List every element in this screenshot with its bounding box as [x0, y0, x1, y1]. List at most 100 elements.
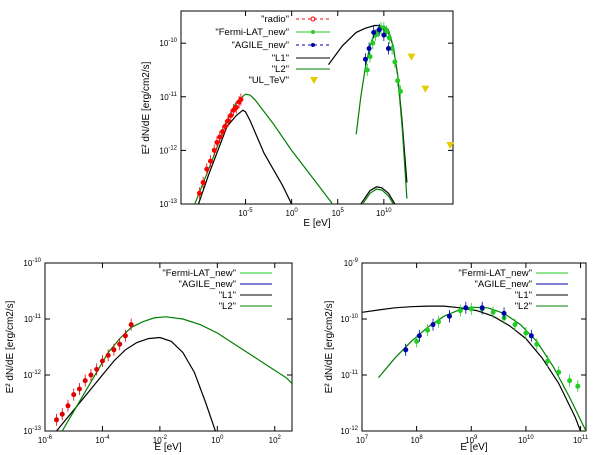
bl-series-radio-point-3: [71, 392, 77, 398]
bottom-right-legend: "Fermi-LAT_new" "AGILE_new" "L1" "L2": [458, 268, 568, 312]
top-series-ul-tev-marker-2: [446, 142, 455, 150]
top-series-radio-point-5: [214, 139, 220, 145]
top-y-axis-label: E² dN/dE [erg/cm2/s]: [141, 61, 152, 154]
top-series-agile-new-point-2: [371, 29, 377, 35]
br-ytick-label-2: 10-10: [340, 314, 358, 324]
top-legend: "radio" "Fermi-LAT_new" "AGILE_new" "L1"…: [215, 14, 330, 86]
top-ytick-label-3: 10-10: [159, 38, 177, 48]
bl-series-radio-point-13: [128, 322, 134, 328]
top-series-radio-point-4: [211, 147, 217, 153]
top-ytick-label-0: 10-13: [159, 199, 177, 209]
bl-series-radio-point-6: [88, 372, 94, 378]
top-series-agile-new-point-0: [362, 56, 368, 62]
top-series-radio-point-14: [238, 96, 244, 102]
bl-series-radio-point-1: [59, 411, 65, 417]
br-series-fermi-lat-new-point-16: [575, 383, 581, 389]
top-series-l1-low-bump-line: [360, 186, 396, 204]
legend-marker-fermi: [311, 30, 315, 34]
top-series-l2-high-energy-line: [355, 25, 408, 199]
bl-series-radio-point-8: [99, 358, 105, 364]
top-series-fermi-lat-new-point-1: [367, 54, 373, 60]
bl-ytick-label-0: 10-13: [23, 426, 41, 436]
top-series-radio-point-6: [217, 134, 223, 140]
top-xtick-label-2: 105: [332, 208, 345, 218]
top-series-radio-point-0: [196, 190, 202, 196]
bl-legend-entry-agile: "AGILE_new": [179, 279, 236, 290]
br-series-fermi-lat-new-point-15: [567, 378, 573, 384]
bl-series-radio-point-0: [53, 417, 59, 423]
bottom-left-plot-frame: [44, 262, 293, 432]
top-series-radio-point-1: [200, 180, 206, 186]
top-series-agile-new-point-1: [366, 46, 372, 52]
br-ytick-label-1: 10-11: [341, 370, 359, 380]
legend-marker-agile: [311, 43, 315, 47]
br-legend-entry-l2: "L2": [515, 301, 532, 312]
top-series-radio-point-3: [208, 158, 214, 164]
top-series-ul-tev-marker-0: [407, 53, 416, 61]
legend-marker-ul-tev: [310, 77, 318, 84]
br-series-agile-new-point-6: [501, 310, 507, 316]
br-series-fermi-lat-new-point-10: [512, 322, 518, 328]
top-x-axis-label: E [eV]: [303, 218, 330, 229]
br-series-agile-new-point-5: [479, 305, 485, 311]
bottom-right-x-axis-label: E [eV]: [460, 442, 487, 453]
top-series-fermi-lat-new-point-7: [384, 28, 390, 34]
br-series-fermi-lat-new-point-2: [425, 327, 431, 333]
top-ytick-label-1: 10-12: [159, 145, 177, 155]
bottom-right-plot-frame: [361, 262, 587, 432]
bottom-right-y-axis-label: E² dN/dE [erg/cm2/s]: [324, 300, 335, 393]
br-xtick-label-1: 108: [411, 435, 424, 445]
bl-xtick-label-3: 100: [211, 435, 224, 445]
bottom-left-legend: "Fermi-LAT_new" "AGILE_new" "L1" "L2": [162, 268, 272, 312]
top-series-fermi-lat-new-point-0: [364, 67, 370, 73]
legend-entry-l2: "L2": [272, 64, 289, 75]
legend-entry-ul-tev: "UL_TeV": [248, 75, 289, 86]
bl-series-radio-point-9: [105, 352, 111, 358]
br-legend-entry-l1: "L1": [515, 290, 532, 301]
br-series-fermi-lat-new-point-3: [435, 319, 441, 325]
bl-ytick-label-2: 10-11: [24, 314, 42, 324]
bl-series-radio-point-2: [65, 403, 71, 409]
bl-xtick-label-2: 10-2: [153, 435, 168, 445]
br-series-agile-new-point-2: [430, 322, 436, 328]
bl-series-radio-point-5: [82, 378, 88, 384]
bottom-right-panel: [361, 262, 587, 432]
br-series-fermi-lat-new-point-8: [490, 309, 496, 315]
bl-ytick-label-1: 10-12: [23, 370, 41, 380]
top-ytick-label-2: 10-11: [160, 92, 178, 102]
br-series-fermi-lat-new-point-11: [523, 330, 529, 336]
bl-legend-entry-fermi: "Fermi-LAT_new": [162, 268, 236, 279]
top-series-fermi-lat-new-point-8: [386, 35, 392, 41]
br-series-fermi-lat-new-point-5: [457, 308, 463, 314]
br-ytick-label-3: 10-9: [344, 258, 359, 268]
top-series-radio-point-8: [222, 123, 228, 129]
bl-series-radio-point-4: [76, 386, 82, 392]
top-series-fermi-lat-new-point-11: [395, 78, 401, 84]
top-series-agile-new-point-5: [385, 46, 391, 52]
bl-ytick-label-3: 10-10: [23, 258, 41, 268]
br-series-l1-line: [362, 305, 582, 431]
bl-legend-entry-l2: "L2": [219, 301, 236, 312]
legend-entry-l1: "L1": [272, 53, 289, 64]
top-series-fermi-lat-new-point-12: [397, 88, 403, 94]
bl-xtick-label-4: 102: [269, 435, 282, 445]
top-panel: [180, 10, 454, 205]
br-xtick-label-0: 107: [356, 435, 369, 445]
top-xtick-label-0: 10-5: [238, 208, 253, 218]
top-xtick-label-1: 100: [286, 208, 299, 218]
top-series-radio-point-12: [233, 105, 239, 110]
br-series-agile-new-point-3: [446, 313, 452, 319]
br-legend-entry-fermi: "Fermi-LAT_new": [458, 268, 532, 279]
bl-series-radio-point-12: [122, 333, 128, 339]
legend-entry-fermi: "Fermi-LAT_new": [215, 27, 289, 38]
top-plot-frame: [180, 10, 454, 205]
br-legend-entry-agile: "AGILE_new": [475, 279, 532, 290]
br-series-l2-line: [377, 306, 586, 431]
bottom-left-panel: [44, 262, 293, 432]
bl-series-radio-point-10: [111, 347, 117, 353]
bottom-left-x-axis-label: E [eV]: [154, 442, 181, 453]
top-xtick-label-3: 1010: [376, 208, 392, 218]
top-series-l1-line: [197, 109, 293, 204]
br-series-agile-new-point-1: [416, 333, 422, 339]
